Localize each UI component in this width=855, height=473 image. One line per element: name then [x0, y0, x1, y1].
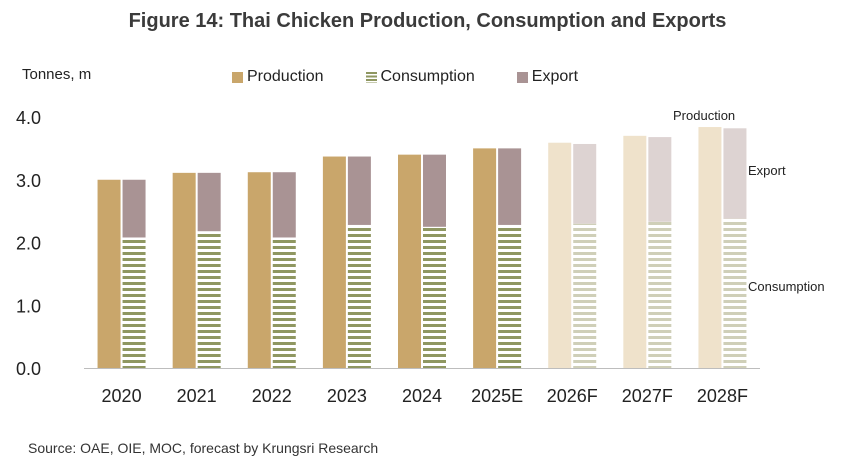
bar-export [723, 128, 747, 219]
bar-consumption [272, 237, 296, 368]
annotation-production: Production [673, 108, 735, 123]
legend: Production Consumption Export [232, 68, 620, 86]
bar-export [573, 143, 597, 224]
bar-consumption [573, 223, 597, 368]
legend-item-consumption: Consumption [365, 68, 475, 86]
legend-item-production: Production [232, 68, 324, 86]
legend-swatch-consumption [365, 71, 377, 83]
bar-consumption [423, 226, 446, 368]
bar-production [623, 135, 647, 368]
bar-export [122, 179, 146, 238]
legend-label-production: Production [247, 68, 324, 85]
bar-consumption [498, 224, 522, 368]
x-tick-label: 2022 [252, 386, 292, 406]
bar-consumption [347, 224, 371, 368]
y-tick-label: 0.0 [16, 359, 41, 379]
x-tick-label: 2023 [327, 386, 367, 406]
x-tick-label: 2020 [102, 386, 142, 406]
bar-production [473, 148, 497, 368]
source-note: Source: OAE, OIE, MOC, forecast by Krung… [28, 440, 379, 456]
bar-consumption [122, 237, 146, 368]
y-tick-label: 2.0 [16, 234, 41, 254]
legend-swatch-production [232, 71, 243, 83]
legend-swatch-export [516, 71, 528, 83]
x-tick-label: 2028F [697, 386, 748, 406]
chart-title: Figure 14: Thai Chicken Production, Cons… [128, 10, 727, 32]
bar-export [197, 172, 221, 232]
y-tick-label: 4.0 [16, 108, 41, 128]
annotation-export: Export [748, 163, 786, 178]
bar-production [247, 172, 271, 368]
bar-export [347, 156, 371, 225]
bar-production [398, 154, 421, 368]
bar-production [548, 142, 572, 368]
bar-production [172, 172, 196, 368]
x-tick-label: 2027F [622, 386, 673, 406]
bar-consumption [723, 218, 747, 368]
legend-label-consumption: Consumption [380, 68, 475, 85]
bar-production [97, 179, 121, 368]
annotation-consumption: Consumption [748, 279, 825, 294]
bar-production [322, 156, 346, 368]
x-tick-label: 2021 [177, 386, 217, 406]
bar-production [698, 127, 722, 368]
bar-consumption [197, 231, 221, 368]
bar-export [423, 154, 446, 227]
legend-label-export: Export [531, 68, 579, 85]
bar-consumption [648, 221, 672, 368]
x-tick-label: 2025E [471, 386, 523, 406]
bar-export [272, 172, 296, 238]
y-axis-label: Tonnes, m [22, 66, 92, 83]
x-tick-label: 2024 [402, 386, 442, 406]
x-tick-label: 2026F [547, 386, 598, 406]
bar-export [648, 137, 672, 222]
legend-item-export: Export [516, 68, 579, 86]
y-tick-label: 3.0 [16, 171, 41, 191]
bar-export [498, 148, 522, 225]
y-tick-label: 1.0 [16, 296, 41, 316]
